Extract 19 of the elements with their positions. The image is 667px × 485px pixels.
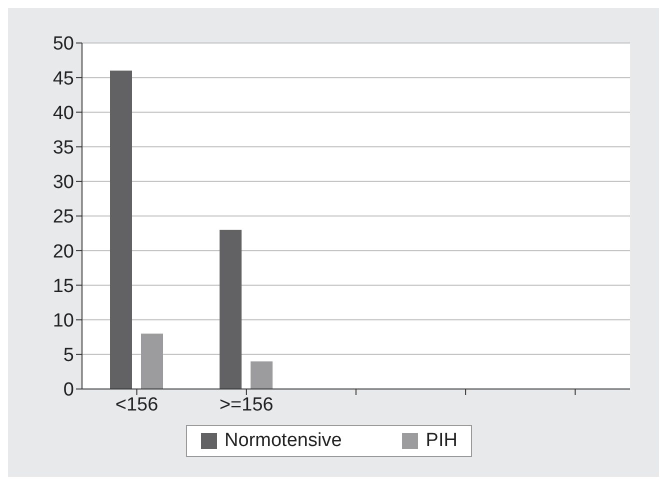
bar <box>110 70 132 389</box>
bar <box>141 334 163 389</box>
y-tick-label: 25 <box>52 206 74 228</box>
legend-label: Normotensive <box>224 430 342 452</box>
x-tick-label: >=156 <box>219 394 274 416</box>
legend-label: PIH <box>426 430 458 452</box>
y-tick-label: 20 <box>52 241 74 262</box>
y-tick-label: 45 <box>52 68 74 90</box>
y-tick-label: 40 <box>52 102 74 124</box>
x-tick-label: <156 <box>115 394 158 416</box>
y-tick-label: 50 <box>52 34 74 55</box>
y-tick-label: 10 <box>52 310 74 332</box>
y-tick-label: 5 <box>63 345 74 366</box>
y-tick-label: 0 <box>63 380 74 401</box>
bar <box>220 230 242 389</box>
y-tick-label: 35 <box>52 138 74 159</box>
y-tick-label: 30 <box>52 172 74 194</box>
bar <box>250 361 273 389</box>
y-tick-label: 15 <box>52 276 74 297</box>
